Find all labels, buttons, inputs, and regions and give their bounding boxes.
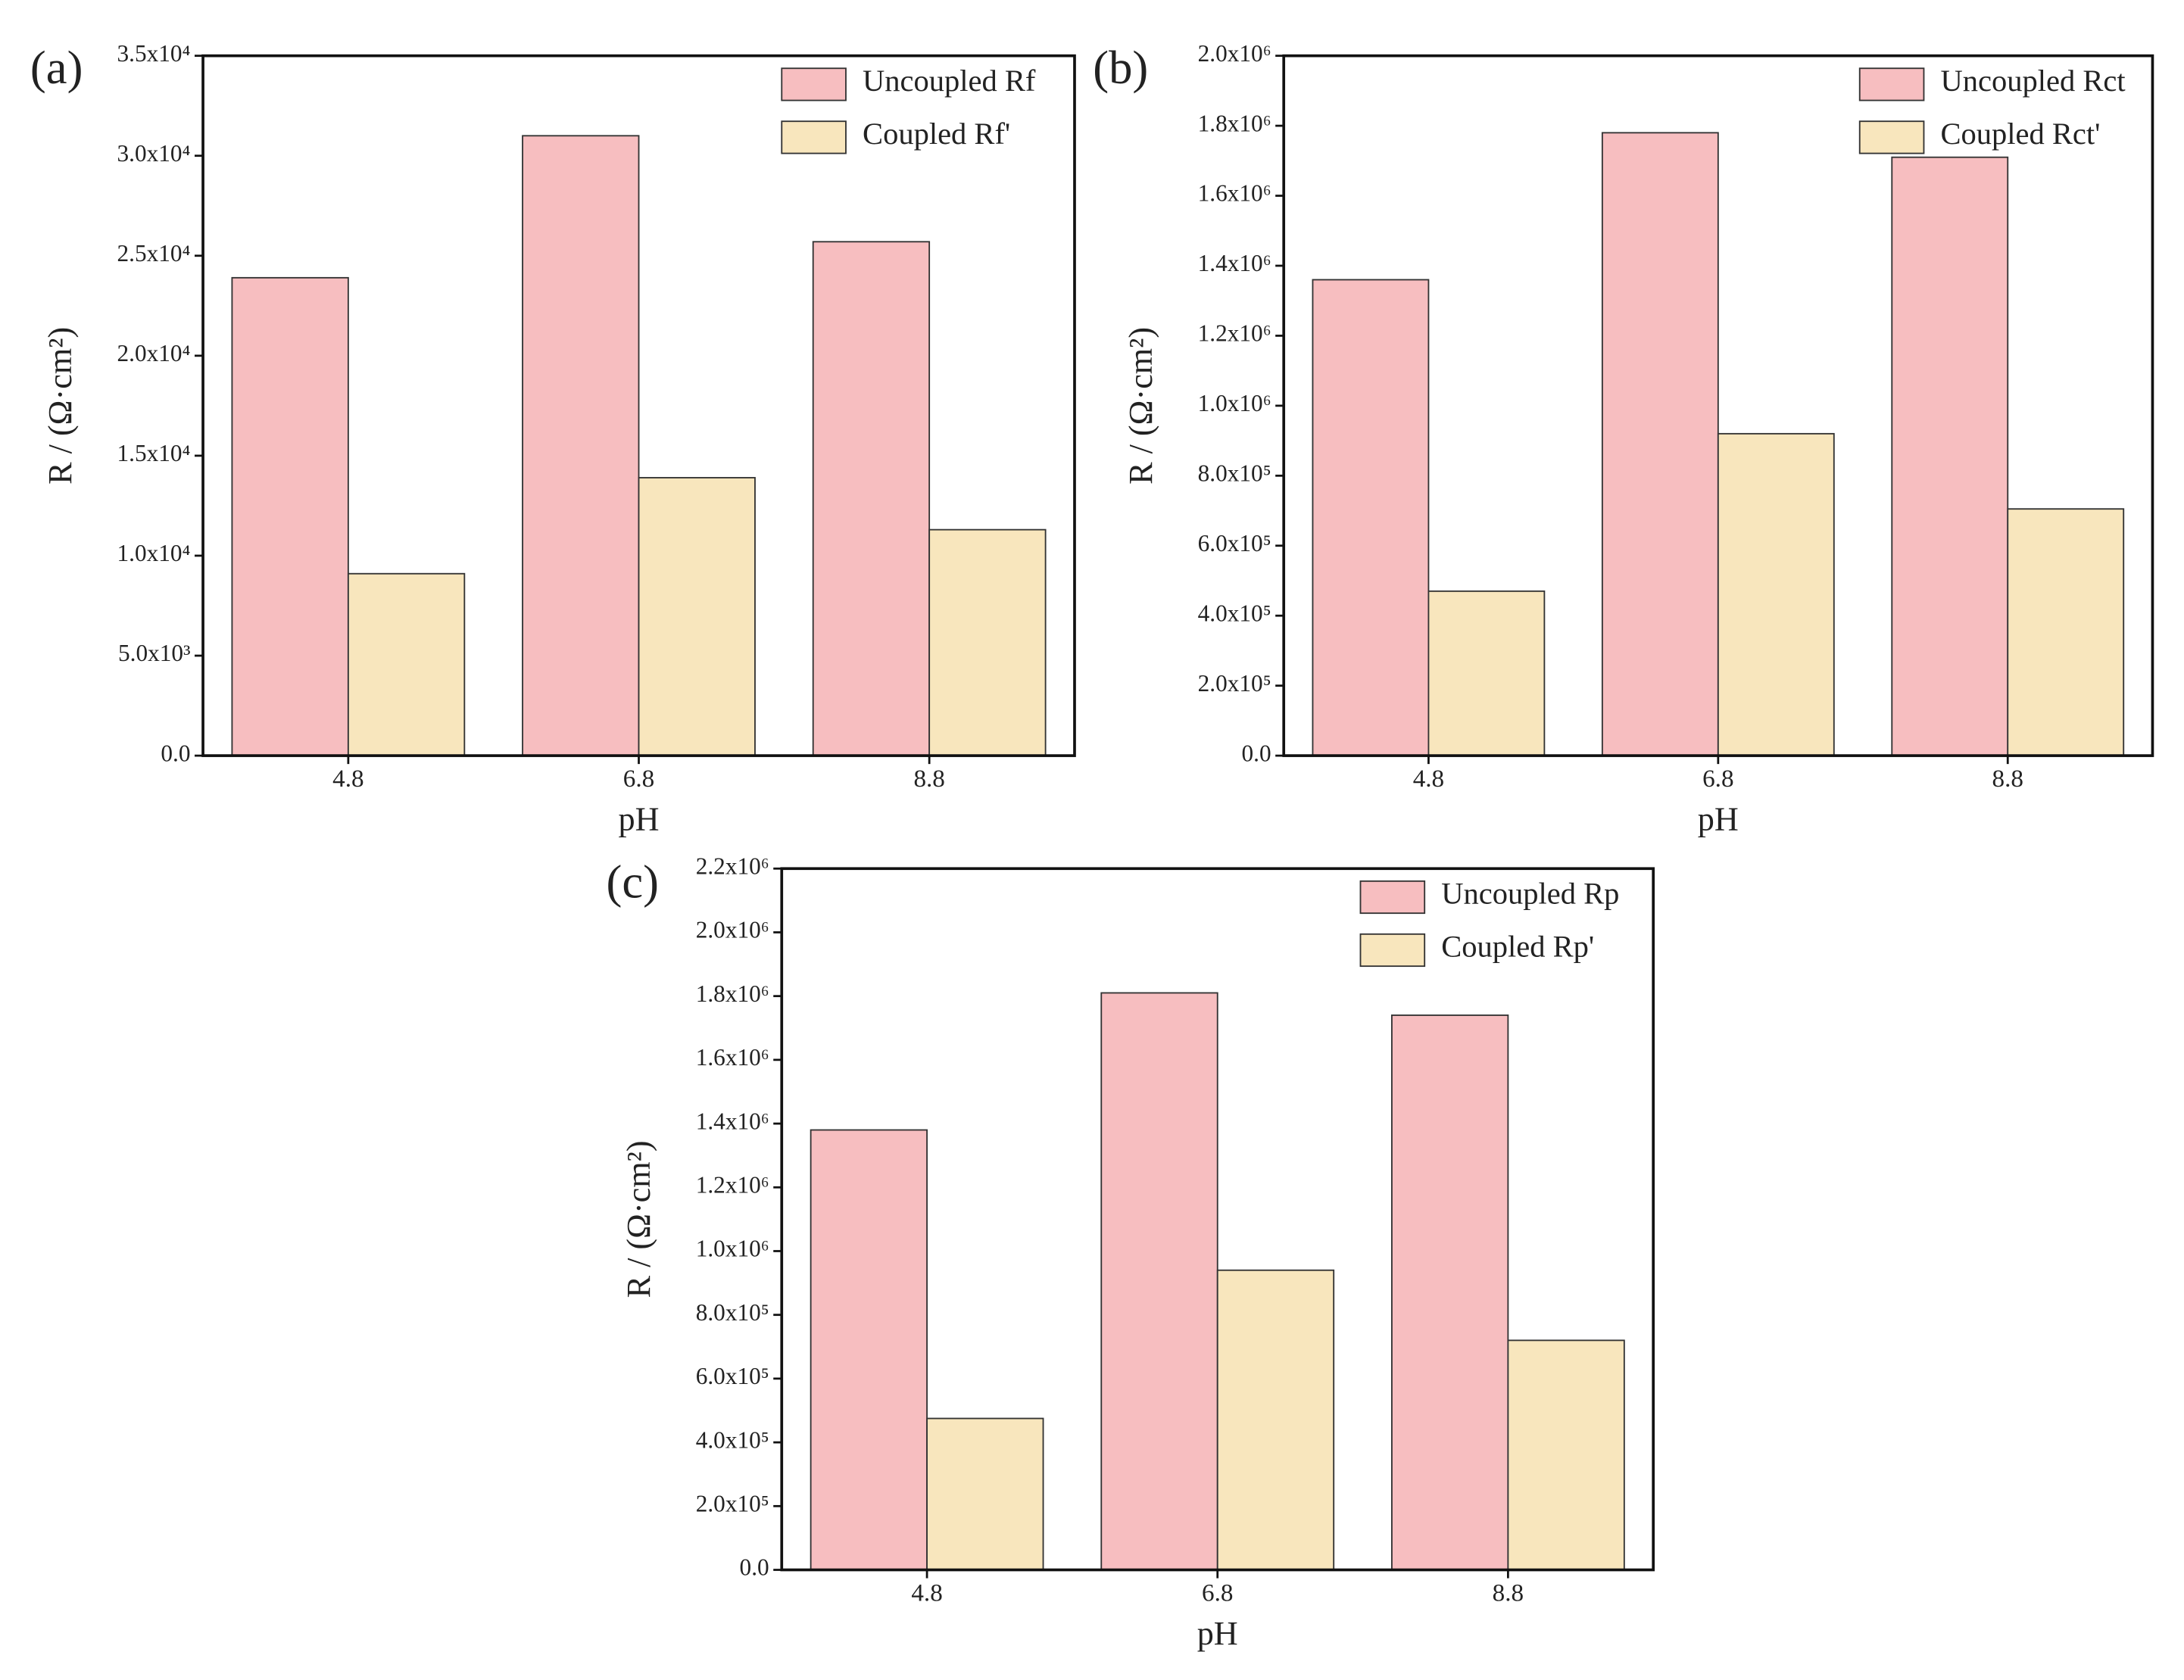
y-tick-label: 1.0x10⁶: [696, 1236, 769, 1262]
bar: [1100, 992, 1218, 1571]
y-tick-label: 4.0x10⁵: [696, 1426, 769, 1453]
y-axis-label: R / (Ω·cm²): [1122, 327, 1159, 485]
bar: [231, 276, 349, 757]
y-tick-label: 6.0x10⁵: [696, 1363, 769, 1389]
y-tick-label: 0.0: [740, 1554, 769, 1581]
y-tick-label: 1.5x10⁴: [117, 440, 190, 466]
legend-swatch: [1858, 67, 1925, 101]
bar: [926, 1417, 1044, 1571]
y-tick-label: 2.0x10⁶: [1198, 40, 1271, 67]
y-tick-label: 4.0x10⁵: [1198, 600, 1271, 626]
x-tick-label: 6.8: [1202, 1579, 1233, 1607]
bar: [1717, 432, 1835, 757]
x-tick-label: 8.8: [913, 765, 944, 793]
legend-swatch: [1359, 933, 1426, 968]
y-tick-label: 2.0x10⁵: [1198, 670, 1271, 697]
y-tick-label: 2.2x10⁶: [696, 852, 769, 879]
legend-label: Uncoupled Rct: [1941, 64, 2126, 98]
bar: [638, 477, 756, 757]
legend-label: Coupled Rf': [863, 117, 1010, 151]
legend-label: Uncoupled Rp: [1441, 876, 1619, 910]
bar: [1216, 1269, 1335, 1571]
bar: [1601, 132, 1719, 757]
bar: [347, 572, 466, 757]
panel-label: (c): [606, 856, 659, 909]
y-tick-label: 1.2x10⁶: [1198, 320, 1271, 347]
legend-label: Coupled Rct': [1941, 117, 2101, 151]
y-tick-label: 2.0x10⁶: [696, 917, 769, 943]
y-tick-label: 3.5x10⁴: [117, 40, 190, 67]
x-tick-label: 6.8: [623, 765, 654, 793]
legend-swatch: [1858, 120, 1925, 154]
y-axis-label: R / (Ω·cm²): [42, 327, 79, 485]
bar: [1312, 279, 1430, 757]
bar: [810, 1129, 928, 1571]
bar: [2007, 508, 2125, 757]
y-tick-label: 1.8x10⁶: [1198, 110, 1271, 136]
legend-label: Uncoupled Rf: [863, 64, 1036, 98]
y-tick-label: 1.4x10⁶: [696, 1108, 769, 1134]
y-tick-label: 1.0x10⁴: [117, 540, 190, 566]
x-tick-label: 4.8: [911, 1579, 942, 1607]
bar: [522, 135, 640, 757]
x-axis-label: pH: [1197, 1615, 1238, 1652]
y-tick-label: 2.0x10⁵: [696, 1491, 769, 1517]
y-axis-label: R / (Ω·cm²): [620, 1140, 657, 1298]
y-tick-label: 8.0x10⁵: [696, 1299, 769, 1326]
x-tick-label: 8.8: [1992, 765, 2023, 793]
y-tick-label: 8.0x10⁵: [1198, 460, 1271, 487]
x-tick-label: 4.8: [332, 765, 363, 793]
legend-swatch: [1359, 880, 1426, 915]
x-tick-label: 8.8: [1493, 1579, 1524, 1607]
panel-label: (b): [1093, 41, 1148, 94]
y-tick-label: 1.4x10⁶: [1198, 250, 1271, 276]
y-tick-label: 1.6x10⁶: [696, 1044, 769, 1071]
bar: [1507, 1339, 1625, 1571]
y-tick-label: 1.0x10⁶: [1198, 390, 1271, 416]
y-tick-label: 0.0: [161, 740, 190, 766]
y-tick-label: 2.0x10⁴: [117, 340, 190, 366]
y-tick-label: 1.2x10⁶: [696, 1171, 769, 1198]
x-axis-label: pH: [619, 801, 660, 838]
y-tick-label: 2.5x10⁴: [117, 240, 190, 266]
bar: [1891, 156, 2009, 757]
y-tick-label: 1.6x10⁶: [1198, 180, 1271, 207]
y-tick-label: 6.0x10⁵: [1198, 530, 1271, 556]
x-tick-label: 6.8: [1702, 765, 1733, 793]
y-tick-label: 5.0x10³: [118, 640, 190, 666]
bar: [812, 241, 931, 757]
legend-swatch: [781, 67, 847, 101]
bar: [928, 528, 1047, 757]
panel-label: (a): [30, 41, 83, 94]
legend-label: Coupled Rp': [1441, 929, 1594, 963]
x-tick-label: 4.8: [1413, 765, 1444, 793]
bar: [1391, 1015, 1509, 1571]
legend-swatch: [781, 120, 847, 154]
bar: [1427, 590, 1546, 757]
x-axis-label: pH: [1698, 801, 1739, 838]
y-tick-label: 1.8x10⁶: [696, 980, 769, 1007]
y-tick-label: 3.0x10⁴: [117, 140, 190, 167]
y-tick-label: 0.0: [1242, 740, 1271, 766]
